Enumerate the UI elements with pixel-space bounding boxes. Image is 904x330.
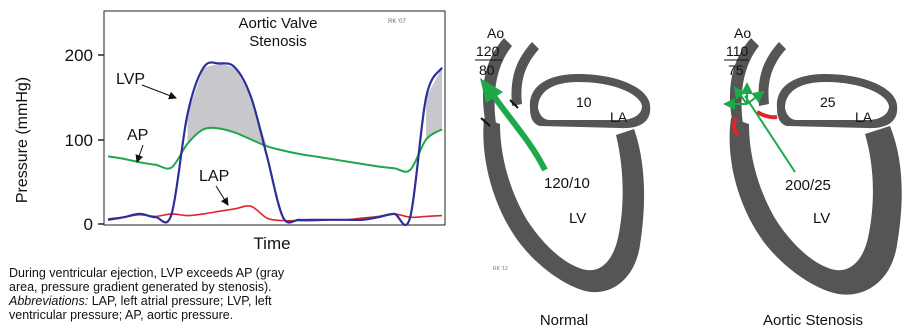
heart-stenosis-la-label: LA (855, 109, 873, 125)
heart-stenosis-la-value: 25 (820, 94, 836, 110)
ap-label-arrow (135, 144, 144, 163)
heart-stenosis-lv-pressure: 200/25 (785, 177, 831, 194)
pressure-gradient-area (187, 63, 267, 147)
heart-stenosis-la-wall (776, 74, 898, 129)
caption-abbrev-label: Abbreviations: (9, 294, 89, 308)
heart-stenosis-ao-label: Ao (734, 25, 751, 41)
caption-line-4: ventricular pressure; AP, aortic pressur… (9, 308, 234, 322)
heart-normal-flow-arrowhead (480, 78, 503, 103)
heart-stenosis-aorta-inner (758, 42, 786, 106)
heart-stenosis-lv-label: LV (813, 210, 830, 227)
heart-normal-ap-systolic: 120 (476, 43, 500, 59)
caption-line-2: area, pressure gradient generated by ste… (9, 280, 272, 294)
figure-caption: During ventricular ejection, LVP exceeds… (9, 266, 449, 322)
lap-label-arrow (215, 185, 229, 206)
heart-normal-lv-label: LV (569, 210, 586, 227)
heart-stenosis-flow-line (744, 95, 796, 173)
heart-stenosis-ap-diastolic: 75 (728, 62, 744, 78)
caption-line-1: During ventricular ejection, LVP exceeds… (9, 266, 285, 280)
ytick-200: 200 (65, 46, 93, 65)
heart-stenosis-lv-wall (729, 118, 902, 295)
lvp-label-arrow (141, 84, 177, 100)
lap-label: LAP (199, 168, 229, 185)
heart-normal-credit: RK '12 (493, 266, 508, 272)
chart-title-line2: Stenosis (249, 33, 307, 50)
heart-normal-la-wall (529, 74, 651, 129)
lvp-label: LVP (116, 71, 145, 88)
chart-frame (103, 10, 446, 226)
caption-abbrev-text: LAP, left atrial pressure; LVP, left (88, 294, 272, 308)
heart-normal-title: Normal (540, 312, 588, 329)
chart-title-line1: Aortic Valve (239, 15, 318, 32)
heart-normal-la-value: 10 (576, 94, 592, 110)
heart-normal-lv-wall (483, 118, 645, 293)
ytick-100: 100 (65, 131, 93, 150)
heart-stenosis-title: Aortic Stenosis (763, 312, 863, 329)
pressure-gradient-area-2 (426, 67, 442, 140)
ap-series-line (107, 126, 443, 173)
lvp-series-line (107, 61, 443, 227)
heart-normal-ap-diastolic: 80 (479, 62, 495, 78)
heart-normal-aorta-inner (511, 42, 539, 106)
caption-line-3: Abbreviations: LAP, left atrial pressure… (9, 294, 449, 308)
ytick-0: 0 (84, 215, 93, 234)
heart-stenosis-diagram: Ao 110 75 25 LA 200/25 LV Aortic Stenosi… (723, 25, 902, 329)
y-axis-label: Pressure (mmHg) (14, 77, 31, 203)
heart-stenosis-ap-systolic: 110 (726, 43, 749, 59)
pressure-chart: 200 100 0 Pressure (mmHg) Time Aortic Va… (14, 10, 446, 253)
ap-label: AP (127, 127, 148, 144)
chart-credit: RK '07 (388, 19, 406, 25)
heart-normal-ao-label: Ao (487, 25, 504, 41)
heart-stenosis-jet-arrow-1 (733, 86, 748, 105)
heart-normal-la-label: LA (610, 109, 628, 125)
heart-stenosis-stenotic-valve-left (731, 117, 740, 137)
x-axis-label: Time (253, 234, 290, 253)
heart-normal-diagram: Ao 120 80 10 LA 120/10 LV RK '12 Normal (475, 25, 651, 329)
heart-normal-flow-arrow (488, 90, 548, 172)
heart-stenosis-jet-arrow-3 (746, 90, 765, 105)
heart-normal-aortic-valve (480, 99, 519, 127)
heart-stenosis-stenotic-valve-right (756, 110, 778, 120)
heart-normal-lv-pressure: 120/10 (544, 175, 590, 192)
